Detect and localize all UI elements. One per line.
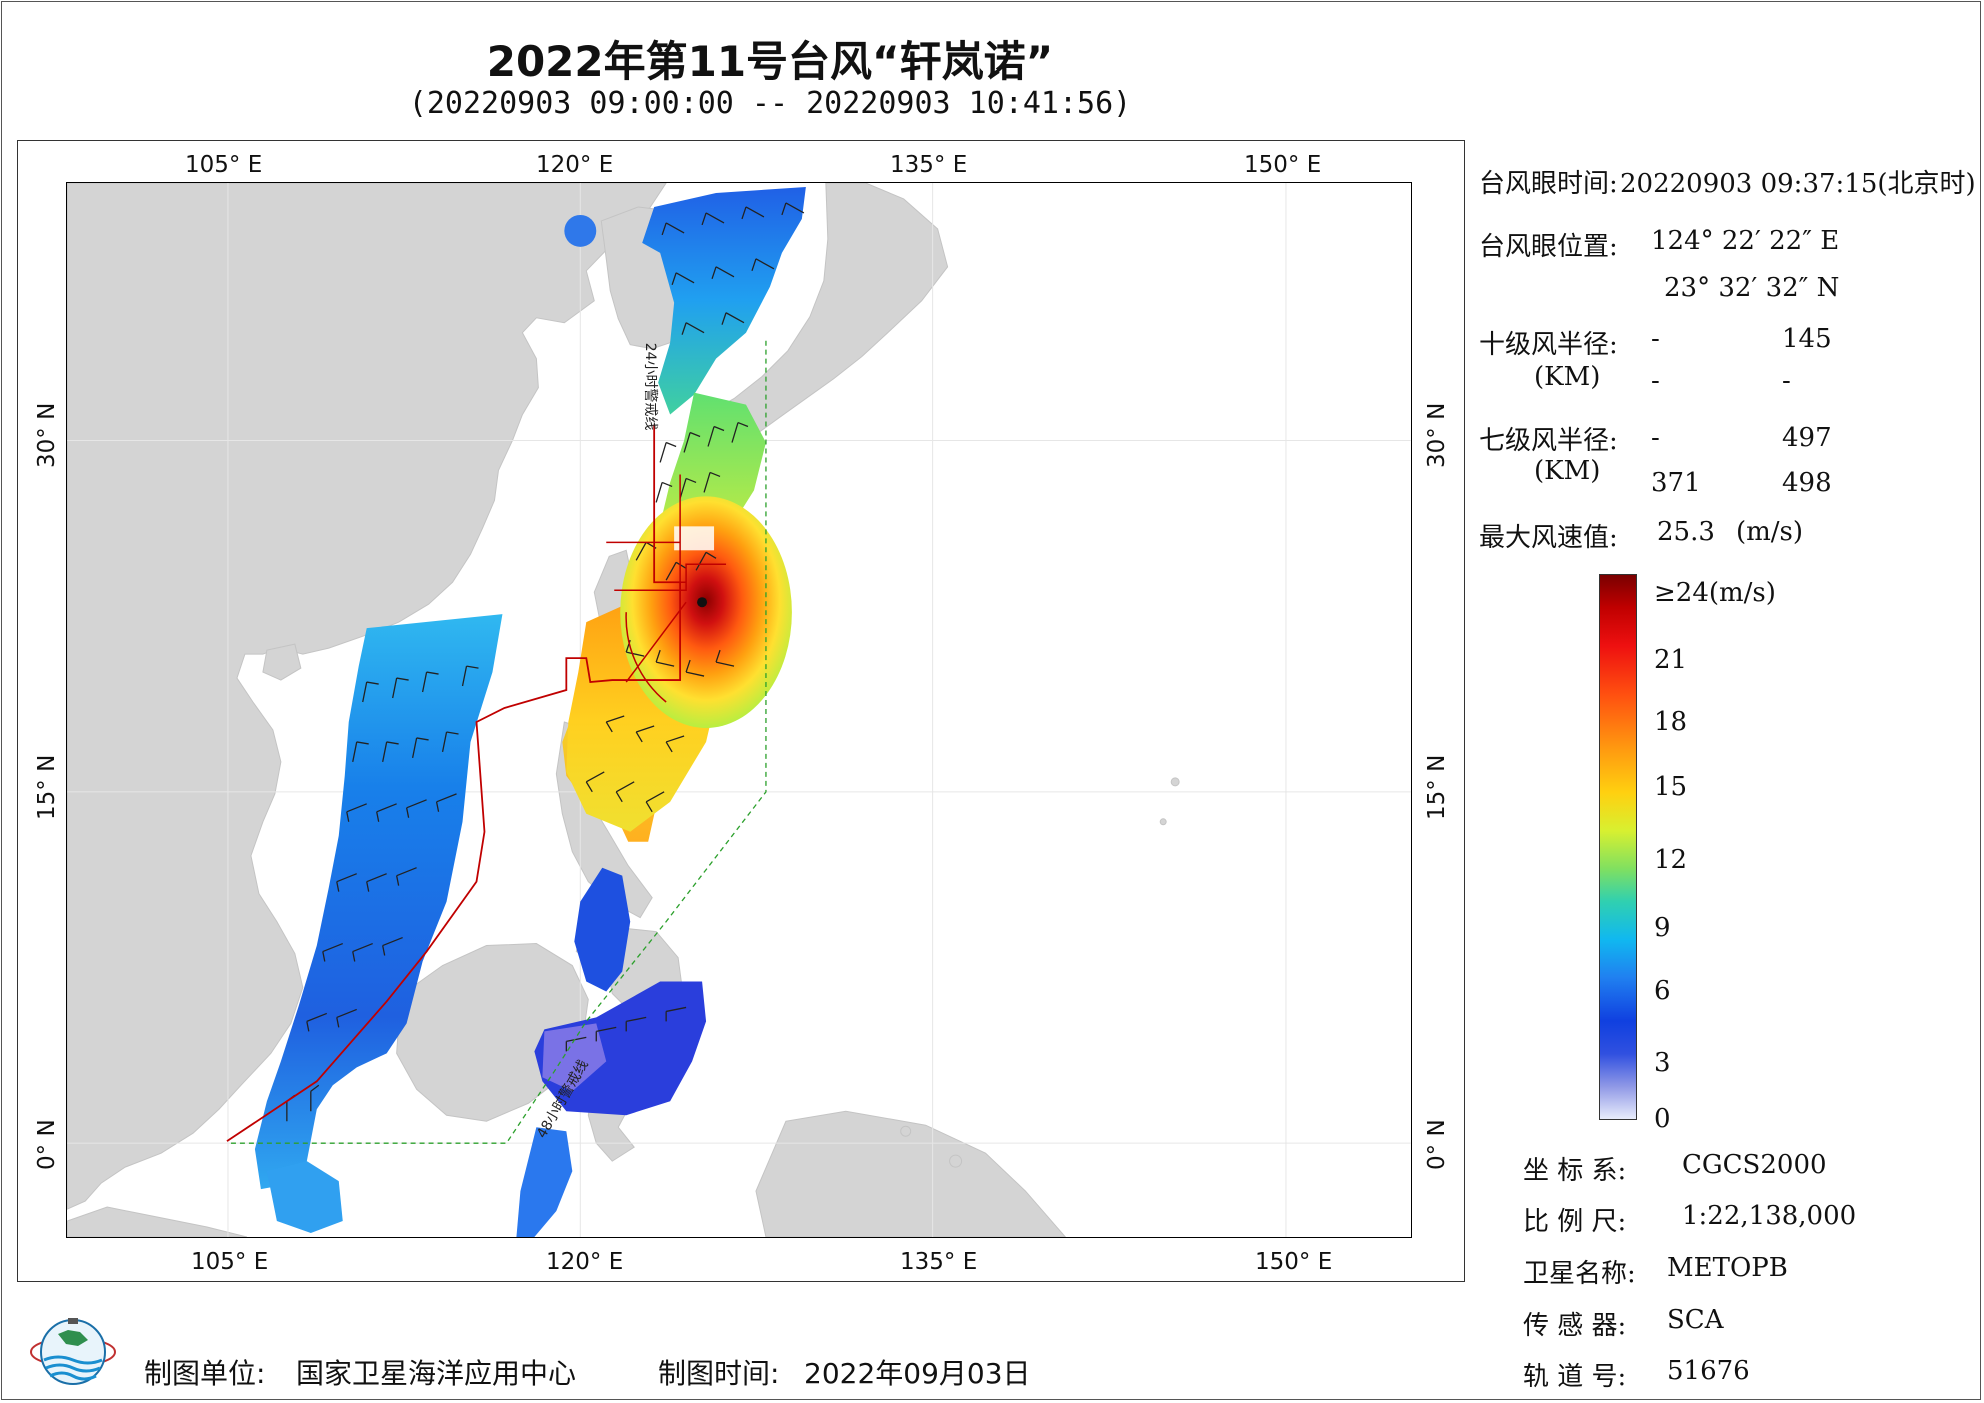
- colorbar-label-15: 15: [1654, 772, 1688, 802]
- r10-value-sw: -: [1651, 366, 1660, 396]
- colorbar-label-18: 18: [1654, 707, 1688, 737]
- eye-position-label: 台风眼位置:: [1479, 232, 1618, 262]
- orbit-label: 轨 道 号:: [1523, 1362, 1627, 1392]
- footer-time-value: 2022年09月03日: [804, 1357, 1031, 1390]
- max-wind-value: 25.3: [1657, 517, 1715, 547]
- r10-label: 十级风半径:: [1479, 330, 1618, 360]
- r7-value-ne: -: [1651, 423, 1660, 453]
- wind-field-map: 24小时警戒线 48小时警戒线: [66, 182, 1412, 1238]
- r7-value-se: 497: [1782, 423, 1832, 453]
- colorbar-label-12: 12: [1654, 845, 1688, 875]
- max-wind-unit: (m/s): [1736, 517, 1804, 547]
- lon-tick-top-150: 150° E: [1244, 152, 1322, 178]
- sensor-label: 传 感 器:: [1523, 1311, 1627, 1341]
- crs-value: CGCS2000: [1682, 1150, 1827, 1180]
- r7-label: 七级风半径:: [1479, 426, 1618, 456]
- r7-value-nw: 498: [1782, 468, 1832, 498]
- nsoas-globe-logo-icon: [30, 1318, 116, 1385]
- colorbar-label-6: 6: [1654, 976, 1671, 1006]
- scale-label: 比 例 尺:: [1523, 1207, 1627, 1237]
- lon-tick-top-105: 105° E: [185, 152, 263, 178]
- max-wind-label: 最大风速值:: [1479, 523, 1618, 553]
- eye-time-label: 台风眼时间:: [1479, 169, 1618, 199]
- wind-speed-colorbar: [1599, 574, 1637, 1120]
- typhoon-eye-marker: [697, 597, 708, 608]
- lat-tick-left-30: 30° N: [34, 402, 60, 468]
- satellite-value: METOPB: [1667, 1253, 1788, 1283]
- warning-line-24h: [226, 424, 682, 1142]
- footer-unit-value: 国家卫星海洋应用中心: [296, 1357, 577, 1390]
- lon-tick-top-135: 135° E: [890, 152, 968, 178]
- lon-tick-bottom-120: 120° E: [546, 1249, 624, 1275]
- lon-tick-bottom-135: 135° E: [900, 1249, 978, 1275]
- colorbar-label-9: 9: [1654, 913, 1671, 943]
- eye-latitude: 23° 32′ 32″ N: [1664, 273, 1840, 303]
- r7-value-sw: 371: [1651, 468, 1701, 498]
- r10-unit: (KM): [1534, 362, 1601, 392]
- colorbar-label-0: 0: [1654, 1104, 1671, 1134]
- lat-tick-right-15: 15° N: [1424, 754, 1450, 820]
- wind-swath-layer: [254, 186, 806, 1237]
- sensor-value: SCA: [1667, 1305, 1724, 1335]
- colorbar-label-21: 21: [1654, 645, 1688, 675]
- footer-time-label: 制图时间:: [658, 1357, 780, 1390]
- r10-value-se: 145: [1782, 324, 1832, 354]
- wind-barbs: [286, 202, 805, 1122]
- warning-line-48h: [226, 340, 767, 1144]
- scale-value: 1:22,138,000: [1682, 1201, 1857, 1231]
- lat-tick-right-0: 0° N: [1424, 1119, 1450, 1170]
- lon-tick-top-120: 120° E: [536, 152, 614, 178]
- lat-tick-right-30: 30° N: [1424, 402, 1450, 468]
- lon-tick-bottom-105: 105° E: [191, 1249, 269, 1275]
- map-outer-frame: [17, 140, 1465, 1282]
- eye-time-value: 20220903 09:37:15(北京时): [1620, 169, 1976, 199]
- colorbar-label-24: ≥24(m/s): [1654, 578, 1776, 608]
- footer-unit-label: 制图单位:: [144, 1357, 266, 1390]
- lat-tick-left-15: 15° N: [34, 754, 60, 820]
- r7-unit: (KM): [1534, 456, 1601, 486]
- map-subtitle: (20220903 09:00:00 -- 20220903 10:41:56): [408, 86, 1132, 121]
- crs-label: 坐 标 系:: [1523, 1156, 1627, 1186]
- lat-tick-left-0: 0° N: [34, 1119, 60, 1170]
- colorbar-label-3: 3: [1654, 1048, 1671, 1078]
- eye-longitude: 124° 22′ 22″ E: [1651, 226, 1840, 256]
- r10-value-nw: -: [1782, 366, 1791, 396]
- satellite-label: 卫星名称:: [1523, 1259, 1636, 1289]
- map-title: 2022年第11号台风“轩岚诺”: [486, 37, 1054, 86]
- orbit-value: 51676: [1667, 1356, 1750, 1386]
- r10-value-ne: -: [1651, 324, 1660, 354]
- warning-label-24h: 24小时警戒线: [642, 343, 658, 431]
- lon-tick-bottom-150: 150° E: [1255, 1249, 1333, 1275]
